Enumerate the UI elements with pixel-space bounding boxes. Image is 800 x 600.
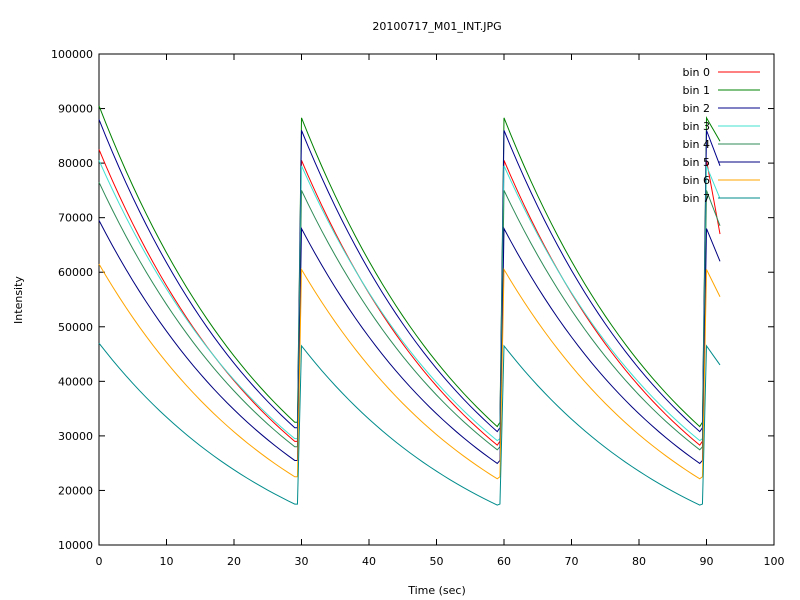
y-tick-label: 40000 (58, 375, 93, 388)
x-tick-label: 60 (497, 555, 511, 568)
legend-label: bin 7 (682, 192, 710, 205)
x-tick-label: 40 (362, 555, 376, 568)
y-tick-label: 70000 (58, 212, 93, 225)
y-tick-label: 30000 (58, 430, 93, 443)
legend-label: bin 0 (682, 66, 710, 79)
x-tick-label: 80 (632, 555, 646, 568)
y-axis-label: Intensity (12, 276, 25, 324)
x-axis-ticks: 0 10 20 30 40 50 60 70 80 90 100 (96, 54, 785, 568)
series-line-bin-2 (98, 119, 721, 433)
x-tick-label: 50 (430, 555, 444, 568)
series-line-bin-6 (98, 263, 721, 480)
x-axis-label: Time (sec) (407, 584, 466, 597)
series-line-bin-7 (98, 342, 721, 506)
legend-label: bin 3 (682, 120, 710, 133)
legend-label: bin 6 (682, 174, 710, 187)
series-line-bin-4 (98, 181, 721, 451)
x-tick-label: 90 (700, 555, 714, 568)
series-line-bin-5 (98, 220, 721, 465)
x-tick-label: 30 (295, 555, 309, 568)
legend-label: bin 2 (682, 102, 710, 115)
y-tick-label: 90000 (58, 103, 93, 116)
y-tick-label: 20000 (58, 484, 93, 497)
legend-label: bin 1 (682, 84, 710, 97)
y-tick-label: 80000 (58, 157, 93, 170)
y-axis-ticks: 10000 20000 30000 40000 50000 60000 70000 80000… (51, 48, 774, 552)
y-tick-label: 60000 (58, 266, 93, 279)
legend: bin 0 bin 1 bin 2 bin 3 bin 4 bin 5 bin 6 bin 7 (682, 66, 760, 205)
series-line-bin-3 (98, 160, 721, 442)
x-tick-label: 20 (227, 555, 241, 568)
x-tick-label: 70 (565, 555, 579, 568)
series-line-bin-1 (98, 105, 721, 428)
legend-label: bin 4 (682, 138, 710, 151)
y-tick-label: 10000 (58, 539, 93, 552)
y-tick-label: 100000 (51, 48, 93, 61)
x-tick-label: 10 (160, 555, 174, 568)
series-lines (98, 105, 721, 506)
chart-title: 20100717_M01_INT.JPG (372, 20, 501, 33)
x-tick-label: 100 (764, 555, 785, 568)
series-line-bin-0 (98, 149, 721, 446)
y-tick-label: 50000 (58, 321, 93, 334)
x-tick-label: 0 (96, 555, 103, 568)
legend-label: bin 5 (682, 156, 710, 169)
